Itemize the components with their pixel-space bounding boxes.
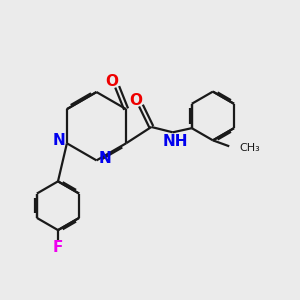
Text: O: O [105,74,118,89]
Text: O: O [129,93,142,108]
Text: NH: NH [162,134,188,149]
Text: N: N [98,151,111,166]
Text: CH₃: CH₃ [240,143,260,153]
Text: N: N [52,134,65,148]
Text: F: F [53,240,63,255]
